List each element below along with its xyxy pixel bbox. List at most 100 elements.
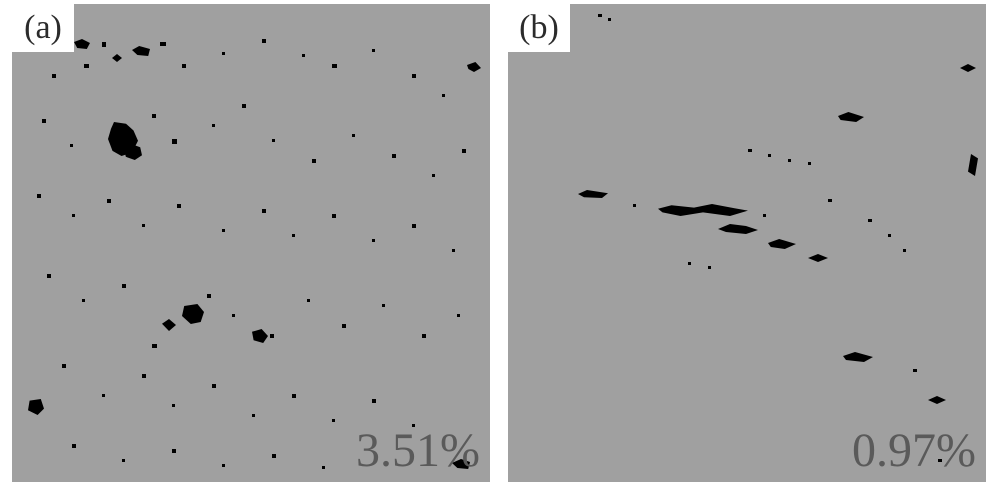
pore-speckle — [888, 234, 891, 237]
pore-speckle — [142, 374, 146, 378]
pore-speckle — [598, 14, 602, 17]
panel-b-background — [508, 4, 986, 482]
pore-blob — [658, 204, 748, 216]
pore-speckle — [372, 399, 376, 403]
pore-speckle — [122, 284, 126, 288]
pore-speckle — [84, 64, 89, 68]
pore-speckle — [152, 114, 156, 118]
pore-speckle — [222, 229, 225, 232]
pore-speckle — [768, 154, 771, 157]
pore-speckle — [748, 149, 752, 152]
panel-a-percentage: 3.51% — [356, 423, 480, 478]
pore-speckle — [107, 199, 111, 203]
pore-speckle — [182, 64, 186, 68]
panel-a-background — [12, 4, 490, 482]
pore-speckle — [462, 149, 466, 153]
pore-speckle — [332, 214, 336, 218]
panel-b: (b) 0.97% — [508, 4, 986, 482]
pore-speckle — [42, 119, 46, 123]
pore-speckle — [372, 49, 375, 52]
pore-blob — [928, 396, 946, 404]
pore-blob — [467, 62, 481, 72]
pore-speckle — [392, 154, 396, 158]
pore-speckle — [688, 262, 691, 265]
pore-speckle — [442, 94, 445, 97]
pore-speckle — [262, 209, 266, 213]
pore-speckle — [372, 239, 375, 242]
panel-a: (a) 3.51% — [12, 4, 490, 482]
pore-speckle — [252, 414, 255, 417]
pore-speckle — [272, 139, 275, 142]
pore-speckle — [422, 334, 426, 338]
pore-speckle — [242, 104, 246, 108]
pore-blob — [808, 254, 828, 262]
pore-speckle — [222, 464, 225, 467]
pore-speckle — [52, 74, 56, 78]
pore-speckle — [102, 394, 105, 397]
pore-speckle — [332, 419, 335, 422]
pore-speckle — [312, 159, 316, 163]
pore-speckle — [177, 204, 181, 208]
pore-speckle — [152, 344, 157, 348]
pore-speckle — [307, 299, 310, 302]
pore-speckle — [868, 219, 872, 222]
pore-speckle — [633, 204, 636, 207]
pore-blob — [162, 319, 176, 331]
pore-speckle — [322, 466, 325, 469]
pore-speckle — [82, 299, 85, 302]
panel-a-label: (a) — [24, 11, 62, 45]
pore-speckle — [212, 384, 216, 388]
panel-b-label: (b) — [519, 11, 559, 45]
pore-blob — [252, 329, 268, 343]
pore-blob — [960, 64, 976, 72]
pore-speckle — [272, 454, 276, 458]
pore-speckle — [452, 249, 455, 252]
pore-speckle — [332, 64, 337, 68]
pore-speckle — [72, 214, 75, 217]
pore-blob — [112, 54, 122, 62]
pore-speckle — [828, 199, 832, 202]
pore-speckle — [232, 314, 235, 317]
pore-blob — [768, 239, 796, 249]
pore-speckle — [342, 324, 346, 328]
pore-blob — [968, 154, 978, 176]
pore-speckle — [432, 174, 435, 177]
pore-blob — [838, 112, 864, 122]
pore-blob — [843, 352, 873, 362]
pore-speckle — [292, 234, 295, 237]
pore-speckle — [102, 42, 106, 47]
panel-b-percentage: 0.97% — [852, 423, 976, 478]
panel-b-label-box: (b) — [508, 4, 570, 52]
pore-speckle — [222, 52, 225, 55]
pore-speckle — [788, 159, 791, 162]
pore-speckle — [37, 194, 41, 198]
pore-blob — [132, 46, 150, 56]
pore-blob — [74, 39, 90, 49]
pore-speckle — [172, 449, 176, 453]
pore-speckle — [352, 134, 355, 137]
pore-speckle — [72, 444, 76, 448]
pore-speckle — [207, 294, 211, 298]
pore-speckle — [808, 162, 811, 165]
pore-speckle — [763, 214, 766, 217]
pore-speckle — [292, 394, 296, 398]
pore-speckle — [913, 369, 917, 372]
pore-speckle — [708, 266, 711, 269]
panel-a-label-box: (a) — [12, 4, 74, 52]
pore-blob — [578, 190, 608, 198]
pore-speckle — [270, 334, 274, 338]
pore-speckle — [212, 124, 215, 127]
pore-blob — [718, 224, 758, 234]
pore-speckle — [382, 304, 385, 307]
pore-speckle — [172, 139, 177, 144]
pore-speckle — [412, 224, 416, 228]
pore-blob — [28, 399, 44, 415]
pore-speckle — [262, 39, 266, 43]
pore-speckle — [608, 18, 611, 21]
pore-speckle — [122, 459, 125, 462]
pore-speckle — [160, 42, 166, 46]
pore-speckle — [172, 404, 175, 407]
pore-speckle — [62, 364, 66, 368]
pore-speckle — [47, 274, 51, 278]
pore-speckle — [457, 314, 460, 317]
